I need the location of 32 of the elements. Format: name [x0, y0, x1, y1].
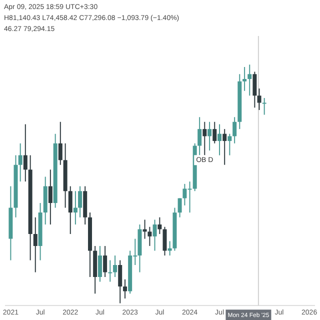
- candlestick: [23, 124, 28, 182]
- candlestick: [152, 219, 157, 252]
- candlestick: [18, 142, 22, 182]
- candlestick: [252, 71, 257, 108]
- candlestick: [33, 216, 38, 273]
- candlestick: [73, 190, 78, 225]
- candlestick: [162, 226, 167, 256]
- candlestick: [248, 64, 252, 96]
- candlestick: [202, 121, 207, 156]
- candlestick: [228, 133, 232, 156]
- candlestick: [198, 116, 202, 156]
- candlestick: [208, 121, 212, 152]
- candlestick: [123, 278, 128, 299]
- candlestick: [242, 66, 247, 92]
- candlestick: [68, 186, 72, 235]
- candlestick: [103, 245, 108, 278]
- candlestick: [257, 88, 262, 110]
- candlestick: [158, 216, 162, 235]
- candlestick: [58, 121, 62, 166]
- candlestick: [78, 186, 82, 218]
- candlestick: [232, 116, 237, 144]
- candlestick: [48, 169, 52, 225]
- candlestick: [113, 255, 118, 278]
- candlestick: [262, 98, 266, 116]
- candlestick: [178, 198, 182, 218]
- candlestick: [98, 245, 102, 282]
- candlestick: [222, 128, 227, 166]
- candlestick: [218, 124, 222, 156]
- candlestick: [212, 121, 217, 144]
- candlestick: [148, 226, 152, 246]
- candlestick: [108, 260, 112, 282]
- candlestick: [118, 260, 122, 304]
